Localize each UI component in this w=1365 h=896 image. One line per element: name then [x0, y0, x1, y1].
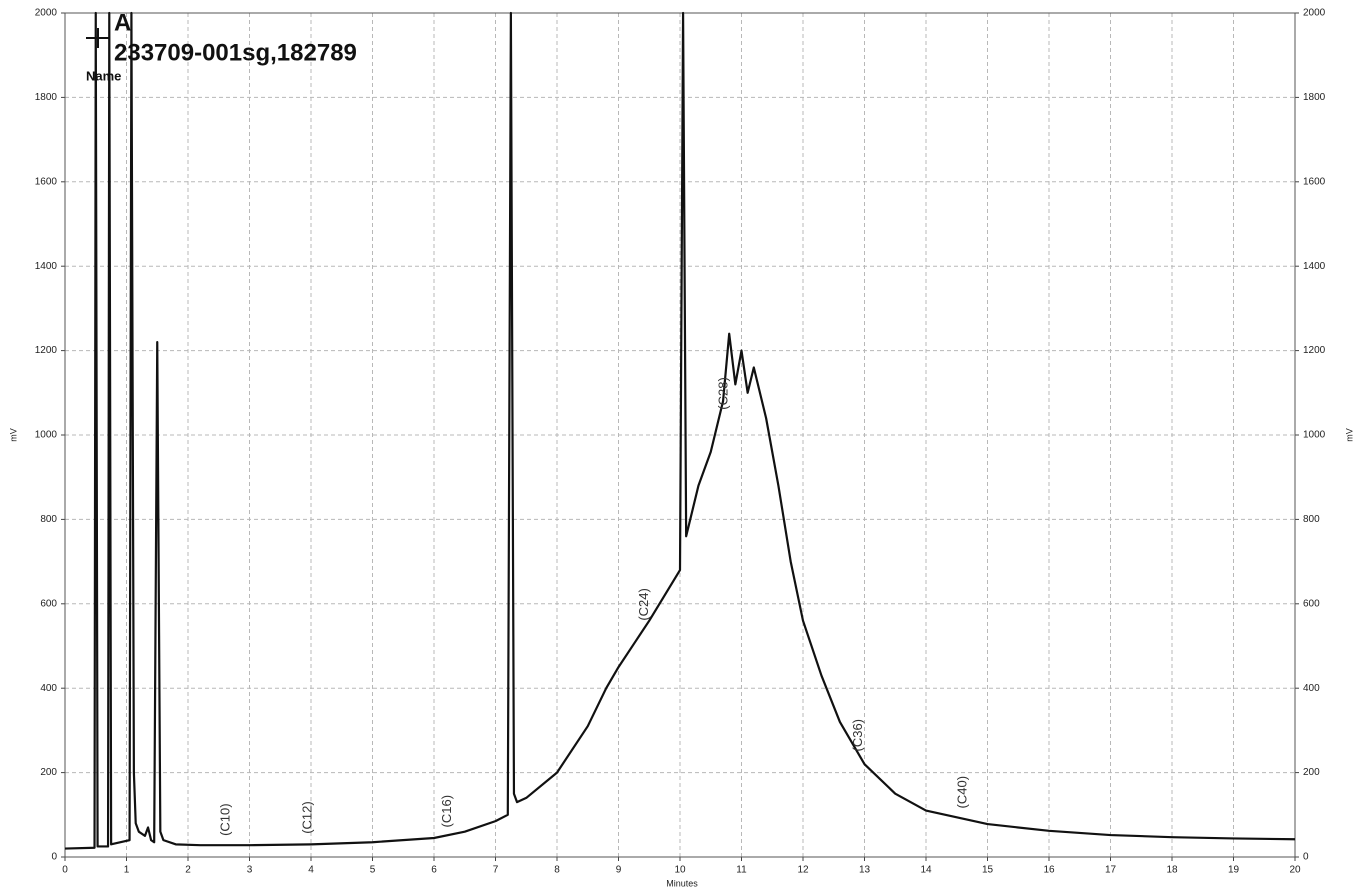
x-tick-label: 17 [1105, 865, 1117, 876]
y-axis-label: mV [8, 428, 18, 442]
x-tick-label: 5 [370, 865, 376, 876]
x-tick-label: 11 [736, 865, 747, 876]
y2-tick-label: 200 [1303, 767, 1320, 778]
x-tick-label: 6 [431, 865, 437, 876]
y-tick-label: 1600 [35, 176, 58, 187]
plot-frame [64, 12, 1296, 858]
peak-annotation: (C24) [636, 588, 651, 621]
y-tick-label: 0 [51, 852, 57, 863]
y-tick-label: 1800 [35, 92, 58, 103]
peak-annotation: (C28) [716, 377, 731, 410]
y-tick-label: 600 [40, 598, 57, 609]
y-tick-label: 2000 [35, 8, 58, 19]
y2-tick-label: 1000 [1303, 430, 1326, 441]
y-tick-label: 200 [40, 767, 57, 778]
peak-annotation: (C16) [439, 795, 454, 828]
y2-tick-label: 0 [1303, 852, 1309, 863]
y2-axis-label: mV [1344, 428, 1354, 442]
peak-annotation: (C36) [850, 719, 865, 752]
peak-annotation: (C12) [299, 801, 314, 834]
x-tick-label: 15 [982, 865, 994, 876]
peak-annotation: (C40) [954, 776, 969, 809]
y2-tick-label: 600 [1303, 598, 1320, 609]
x-tick-label: 20 [1289, 865, 1301, 876]
x-tick-label: 1 [124, 865, 130, 876]
x-tick-label: 7 [493, 865, 499, 876]
legend-entry: A [114, 9, 131, 36]
y2-tick-label: 1400 [1303, 261, 1326, 272]
x-tick-label: 14 [920, 865, 932, 876]
x-tick-label: 9 [616, 865, 622, 876]
y2-tick-label: 1200 [1303, 345, 1326, 356]
peak-annotation: (C10) [218, 803, 233, 836]
y2-tick-label: 400 [1303, 683, 1320, 694]
x-tick-label: 8 [554, 865, 560, 876]
y-tick-label: 1000 [35, 430, 58, 441]
y2-tick-label: 1600 [1303, 176, 1326, 187]
y-tick-label: 1200 [35, 345, 58, 356]
x-tick-label: 19 [1228, 865, 1240, 876]
x-tick-label: 12 [797, 865, 809, 876]
x-tick-label: 3 [247, 865, 253, 876]
y2-tick-label: 800 [1303, 514, 1320, 525]
y-tick-label: 800 [40, 514, 57, 525]
x-tick-label: 16 [1043, 865, 1055, 876]
y2-tick-label: 1800 [1303, 92, 1326, 103]
x-tick-label: 10 [674, 865, 686, 876]
data-line [64, 11, 1296, 850]
x-tick-label: 18 [1166, 865, 1178, 876]
y-tick-label: 1400 [35, 261, 58, 272]
legend-title: Name [86, 68, 121, 83]
legend-sample: 233709-001sg,182789 [114, 39, 357, 66]
x-tick-label: 13 [859, 865, 871, 876]
y-tick-label: 400 [40, 683, 57, 694]
x-tick-label: 2 [185, 865, 191, 876]
x-tick-label: 4 [308, 865, 314, 876]
x-axis-label: Minutes [666, 878, 698, 888]
y2-tick-label: 2000 [1303, 8, 1326, 19]
x-tick-label: 0 [62, 865, 68, 876]
